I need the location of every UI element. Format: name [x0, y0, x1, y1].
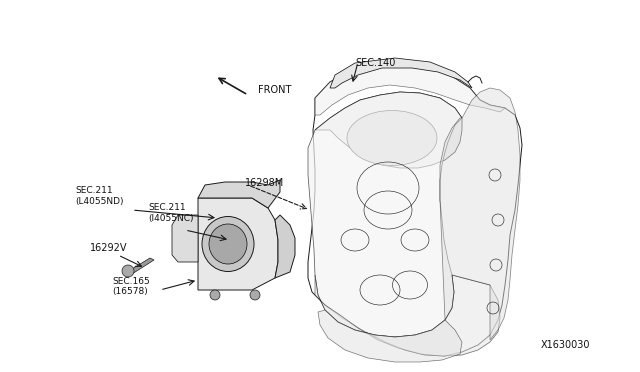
Polygon shape	[172, 215, 198, 262]
Polygon shape	[198, 198, 278, 290]
Polygon shape	[275, 215, 295, 278]
Polygon shape	[440, 88, 520, 340]
Polygon shape	[330, 58, 472, 88]
Ellipse shape	[202, 217, 254, 272]
Polygon shape	[315, 92, 462, 168]
Circle shape	[122, 265, 134, 277]
Text: SEC.140: SEC.140	[355, 58, 396, 68]
Polygon shape	[318, 310, 462, 362]
Text: 16292V: 16292V	[90, 243, 127, 253]
Circle shape	[210, 290, 220, 300]
Polygon shape	[127, 258, 154, 274]
Text: 16298M: 16298M	[245, 178, 284, 188]
Circle shape	[250, 290, 260, 300]
Text: FRONT: FRONT	[258, 85, 291, 95]
Polygon shape	[308, 92, 462, 337]
Polygon shape	[315, 62, 505, 115]
Ellipse shape	[347, 110, 437, 166]
Text: SEC.165
(16578): SEC.165 (16578)	[112, 277, 150, 296]
Text: SEC.211
(L4055ND): SEC.211 (L4055ND)	[75, 186, 124, 206]
Ellipse shape	[209, 224, 247, 264]
Polygon shape	[315, 275, 500, 356]
Text: SEC.211
(I4055NC): SEC.211 (I4055NC)	[148, 203, 193, 223]
Text: X1630030: X1630030	[541, 340, 590, 350]
Polygon shape	[198, 180, 280, 208]
